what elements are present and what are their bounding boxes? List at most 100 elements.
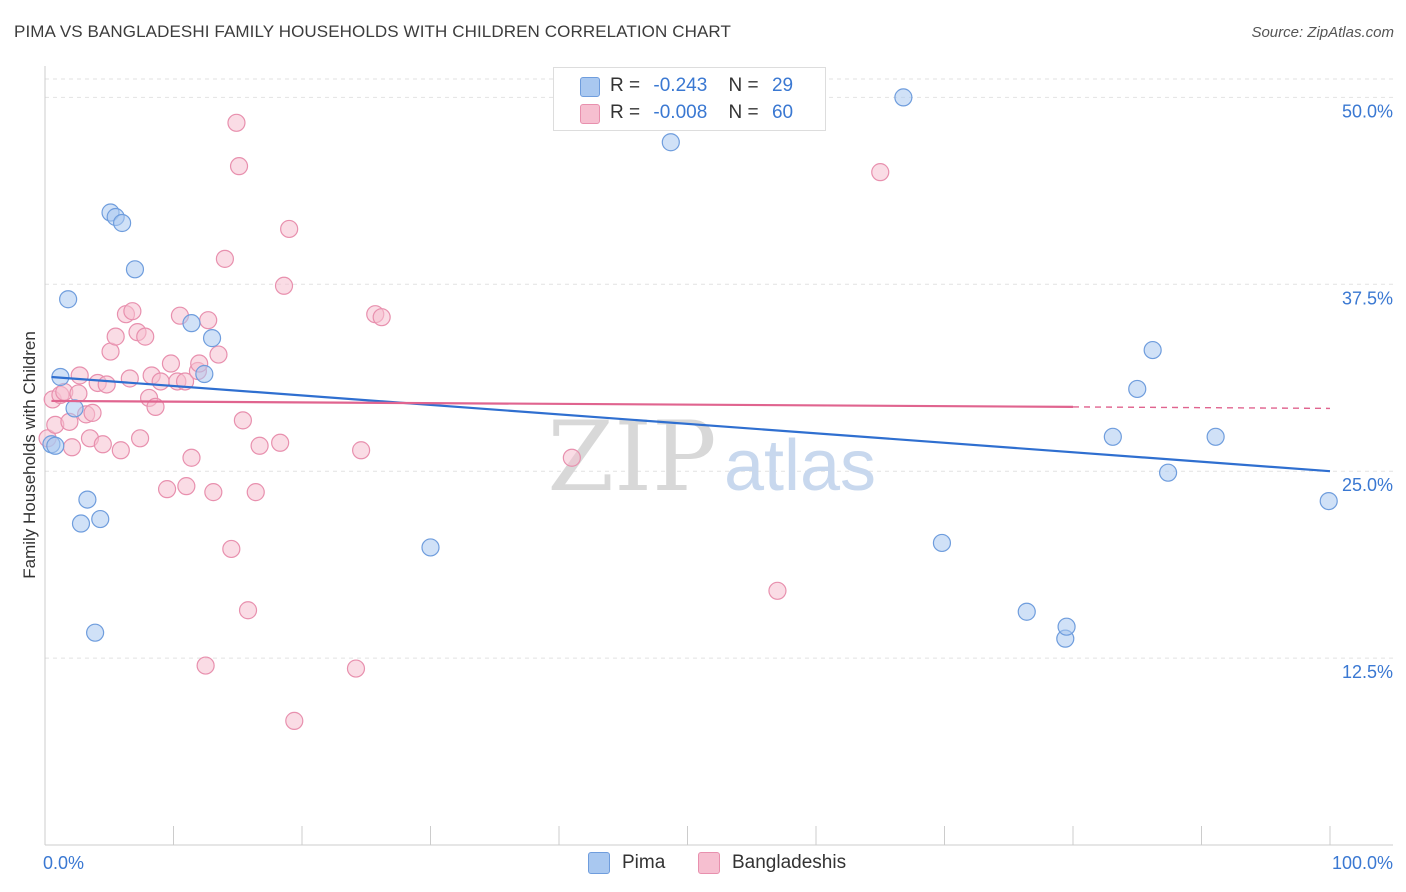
y-tick-label: 50.0%	[1342, 101, 1393, 121]
bangladeshis-point	[871, 163, 890, 182]
bangladeshis-points	[38, 113, 890, 730]
bangladeshis-legend-swatch	[698, 852, 720, 874]
y-tick-label: 12.5%	[1342, 662, 1393, 682]
bangladeshis-point	[120, 369, 139, 388]
bangladeshis-point	[222, 539, 241, 559]
bangladeshis-point	[285, 711, 304, 730]
bangladeshis-point	[768, 581, 787, 600]
pima-point	[91, 509, 110, 529]
bangladeshis-point	[123, 302, 142, 321]
pima-point	[932, 533, 952, 553]
bangladeshis-point	[250, 436, 269, 455]
pima-n-value: 29	[771, 75, 794, 96]
y-tick-label: 25.0%	[1342, 475, 1393, 495]
bangladeshis-point	[352, 441, 371, 460]
bangladeshis-point	[346, 659, 366, 678]
bangladeshis-point	[204, 483, 223, 502]
bangladeshis-point	[97, 375, 116, 394]
bangladeshis-r-label: R =	[610, 102, 641, 123]
bangladeshis-r-value: -0.008	[653, 102, 708, 123]
pima-r-label: R =	[610, 75, 641, 96]
bangladeshis-point	[227, 113, 246, 132]
pima-point	[1057, 617, 1076, 636]
x-tick-label-max: 100.0%	[1332, 853, 1393, 873]
bangladeshis-point	[209, 345, 228, 364]
pima-n-label: N =	[728, 75, 759, 96]
trend-lines	[51, 375, 1331, 473]
pima-point	[65, 399, 84, 418]
bangladeshis-point	[136, 327, 155, 346]
watermark: ZIP atlas	[547, 401, 876, 513]
bangladeshis-point	[93, 435, 112, 454]
pima-point	[661, 133, 680, 152]
pima-trend-line	[51, 375, 1331, 473]
pima-point	[202, 329, 222, 348]
bangladeshis-point	[157, 480, 177, 499]
pima-point	[1206, 427, 1225, 446]
bangladeshis-point	[69, 384, 88, 403]
pima-points	[42, 88, 1338, 648]
pima-point	[894, 88, 913, 107]
bangladeshis-legend-label: Bangladeshis	[732, 852, 847, 873]
bangladeshis-trend-line	[51, 399, 1074, 408]
pima-point	[1143, 340, 1162, 360]
x-tick-label-min: 0.0%	[43, 853, 84, 873]
legend-item-pima[interactable]: Pima	[588, 852, 665, 874]
series-legend: Pima Bangladeshis	[0, 852, 1406, 876]
legend-row-bangladeshis: R = -0.008 N = 60	[554, 100, 825, 126]
tick-labels: 12.5% 25.0% 37.5% 50.0% 0.0% 100.0%	[43, 101, 1393, 873]
bangladeshis-point	[161, 354, 181, 373]
bangladeshis-n-value: 60	[771, 102, 794, 123]
pima-point	[195, 364, 214, 384]
bangladeshis-point	[62, 438, 82, 457]
bangladeshis-point	[280, 219, 299, 239]
bangladeshis-point	[271, 433, 290, 452]
pima-point	[86, 623, 105, 642]
bangladeshis-trend-extension	[1072, 406, 1331, 410]
bangladeshis-point	[199, 311, 218, 330]
pima-point	[71, 514, 91, 533]
bangladeshis-point	[215, 249, 234, 268]
pima-legend-swatch	[588, 852, 610, 874]
bangladeshis-swatch	[580, 104, 600, 124]
pima-point	[46, 436, 65, 455]
pima-point	[78, 490, 97, 509]
watermark-atlas: atlas	[724, 426, 876, 506]
pima-point	[1158, 463, 1178, 482]
bangladeshis-point	[130, 429, 150, 448]
bangladeshis-point	[70, 366, 89, 385]
bangladeshis-point	[111, 441, 130, 460]
legend-row-pima: R = -0.243 N = 29	[554, 73, 825, 99]
pima-point	[1017, 602, 1036, 621]
legend-item-bangladeshis[interactable]: Bangladeshis	[698, 852, 846, 874]
axes	[44, 66, 1393, 846]
bangladeshis-point	[238, 601, 258, 620]
bangladeshis-point	[562, 448, 581, 467]
bangladeshis-point	[246, 483, 265, 502]
bangladeshis-point	[83, 403, 102, 422]
bangladeshis-point	[196, 656, 215, 675]
correlation-legend: R = -0.243 N = 29 R = -0.008 N = 60	[553, 67, 826, 131]
pima-swatch	[580, 77, 600, 97]
bangladeshis-point	[372, 308, 391, 327]
bangladeshis-point	[182, 448, 201, 467]
pima-r-value: -0.243	[653, 75, 708, 96]
bangladeshis-n-label: N =	[728, 102, 759, 123]
bangladeshis-point	[177, 477, 196, 496]
chart-title: PIMA VS BANGLADESHI FAMILY HOUSEHOLDS WI…	[14, 22, 731, 41]
pima-point	[112, 213, 132, 233]
bangladeshis-point	[233, 411, 252, 430]
pima-point	[1319, 491, 1338, 511]
bangladeshis-point	[229, 157, 249, 176]
pima-point	[1103, 427, 1122, 446]
source-label: Source: ZipAtlas.com	[1251, 24, 1394, 41]
pima-legend-label: Pima	[622, 852, 666, 873]
pima-point	[59, 290, 78, 309]
bangladeshis-point	[151, 372, 170, 391]
bangladeshis-point	[106, 327, 125, 346]
pima-point	[421, 538, 440, 557]
bangladeshis-point	[274, 276, 294, 295]
pima-point	[125, 260, 145, 279]
y-tick-label: 37.5%	[1342, 288, 1393, 308]
